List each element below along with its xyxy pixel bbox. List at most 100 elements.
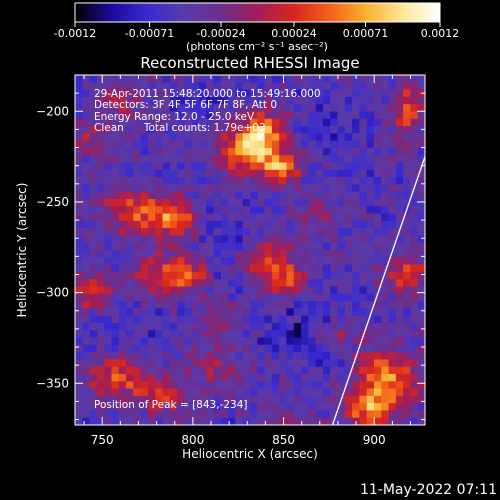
heatmap-cell xyxy=(89,111,98,120)
heatmap-cell xyxy=(417,96,425,105)
heatmap-cell xyxy=(96,169,105,178)
heatmap-cell xyxy=(395,155,404,164)
colorbar-bar xyxy=(74,2,441,23)
heatmap-cell xyxy=(388,126,397,134)
heatmap-cell xyxy=(118,403,127,412)
heatmap-cell xyxy=(126,286,134,295)
heatmap-cell xyxy=(235,417,244,425)
heatmap-cell xyxy=(279,337,288,346)
heatmap-cell xyxy=(89,75,98,83)
heatmap-cell xyxy=(271,286,280,295)
heatmap-cell xyxy=(206,242,215,251)
heatmap-cell xyxy=(301,410,309,419)
heatmap-cell xyxy=(352,366,360,375)
heatmap-cell xyxy=(126,301,134,309)
heatmap-cell xyxy=(257,279,266,288)
heatmap-cell xyxy=(75,198,83,207)
heatmap-cell xyxy=(337,89,346,98)
colorbar-tick-label: -0.00024 xyxy=(196,27,245,40)
heatmap-cell xyxy=(75,147,83,156)
heatmap-cell xyxy=(213,235,222,244)
heatmap-cell xyxy=(147,75,156,83)
heatmap-cell xyxy=(162,169,171,178)
heatmap-cell xyxy=(388,403,397,412)
heatmap-cell xyxy=(352,359,360,368)
heatmap-cell xyxy=(75,82,83,91)
heatmap-cell xyxy=(257,293,266,302)
heatmap-cell xyxy=(147,322,156,331)
heatmap-cell xyxy=(403,410,412,419)
heatmap-cell xyxy=(373,373,382,382)
heatmap-cell xyxy=(169,250,178,258)
heatmap-cell xyxy=(301,184,309,193)
heatmap-cell xyxy=(403,82,412,91)
heatmap-cell xyxy=(169,162,178,171)
heatmap-cell xyxy=(381,279,390,288)
heatmap-cell xyxy=(322,330,331,339)
heatmap-cell xyxy=(257,162,266,171)
heatmap-cell xyxy=(322,177,331,185)
heatmap-cell xyxy=(293,301,302,309)
heatmap-cell xyxy=(271,381,280,390)
heatmap-cell xyxy=(162,352,171,360)
heatmap-cell xyxy=(381,308,390,317)
heatmap-cell xyxy=(206,206,215,215)
heatmap-cell xyxy=(133,213,142,222)
heatmap-cell xyxy=(330,410,339,419)
heatmap-cell xyxy=(395,410,404,419)
heatmap-cell xyxy=(169,184,178,193)
heatmap-cell xyxy=(126,133,134,142)
heatmap-cell xyxy=(133,198,142,207)
heatmap-cell xyxy=(147,301,156,309)
heatmap-cell xyxy=(250,89,258,98)
heatmap-cell xyxy=(198,75,207,83)
heatmap-cell xyxy=(118,344,127,353)
heatmap-cell xyxy=(155,96,164,105)
heatmap-cell xyxy=(198,322,207,331)
heatmap-cell xyxy=(169,75,178,83)
heatmap-cell xyxy=(322,111,331,120)
heatmap-cell xyxy=(264,191,273,200)
heatmap-cell xyxy=(271,206,280,215)
heatmap-cell xyxy=(315,264,324,273)
heatmap-cell xyxy=(82,410,91,419)
heatmap-cell xyxy=(96,352,105,360)
heatmap-cell xyxy=(293,352,302,360)
heatmap-cell xyxy=(111,126,120,134)
heatmap-cell xyxy=(388,96,397,105)
heatmap-cell xyxy=(366,279,375,288)
heatmap-cell xyxy=(322,155,331,164)
heatmap-cell xyxy=(322,75,331,83)
heatmap-cell xyxy=(395,417,404,425)
heatmap-cell xyxy=(89,366,98,375)
heatmap-cell xyxy=(366,337,375,346)
heatmap-cell xyxy=(395,257,404,266)
heatmap-cell xyxy=(395,126,404,134)
heatmap-cell xyxy=(395,286,404,295)
heatmap-cell xyxy=(242,315,251,324)
heatmap-cell xyxy=(89,315,98,324)
colorbar-ticks: -0.0012 -0.00071 -0.00024 0.00024 0.00071 0.0… xyxy=(54,22,459,40)
heatmap-cell xyxy=(395,191,404,200)
heatmap-cell xyxy=(359,388,368,397)
heatmap-cell xyxy=(359,169,368,178)
heatmap-cell xyxy=(118,315,127,324)
heatmap-cell xyxy=(191,337,200,346)
heatmap-cell xyxy=(315,388,324,397)
heatmap-cell xyxy=(257,373,266,382)
heatmap-cell xyxy=(96,301,105,309)
heatmap-cell xyxy=(330,359,339,368)
heatmap-cell xyxy=(271,250,280,258)
heatmap-cell xyxy=(352,104,360,113)
heatmap-cell xyxy=(417,220,425,229)
heatmap-cell xyxy=(184,242,193,251)
heatmap-cell xyxy=(162,330,171,339)
heatmap-cell xyxy=(337,155,346,164)
heatmap-cell xyxy=(213,155,222,164)
heatmap-cell xyxy=(89,264,98,273)
heatmap-cell xyxy=(89,82,98,91)
heatmap-cell xyxy=(220,359,229,368)
heatmap-cell xyxy=(322,264,331,273)
heatmap-cell xyxy=(162,293,171,302)
heatmap-cell xyxy=(118,169,127,178)
